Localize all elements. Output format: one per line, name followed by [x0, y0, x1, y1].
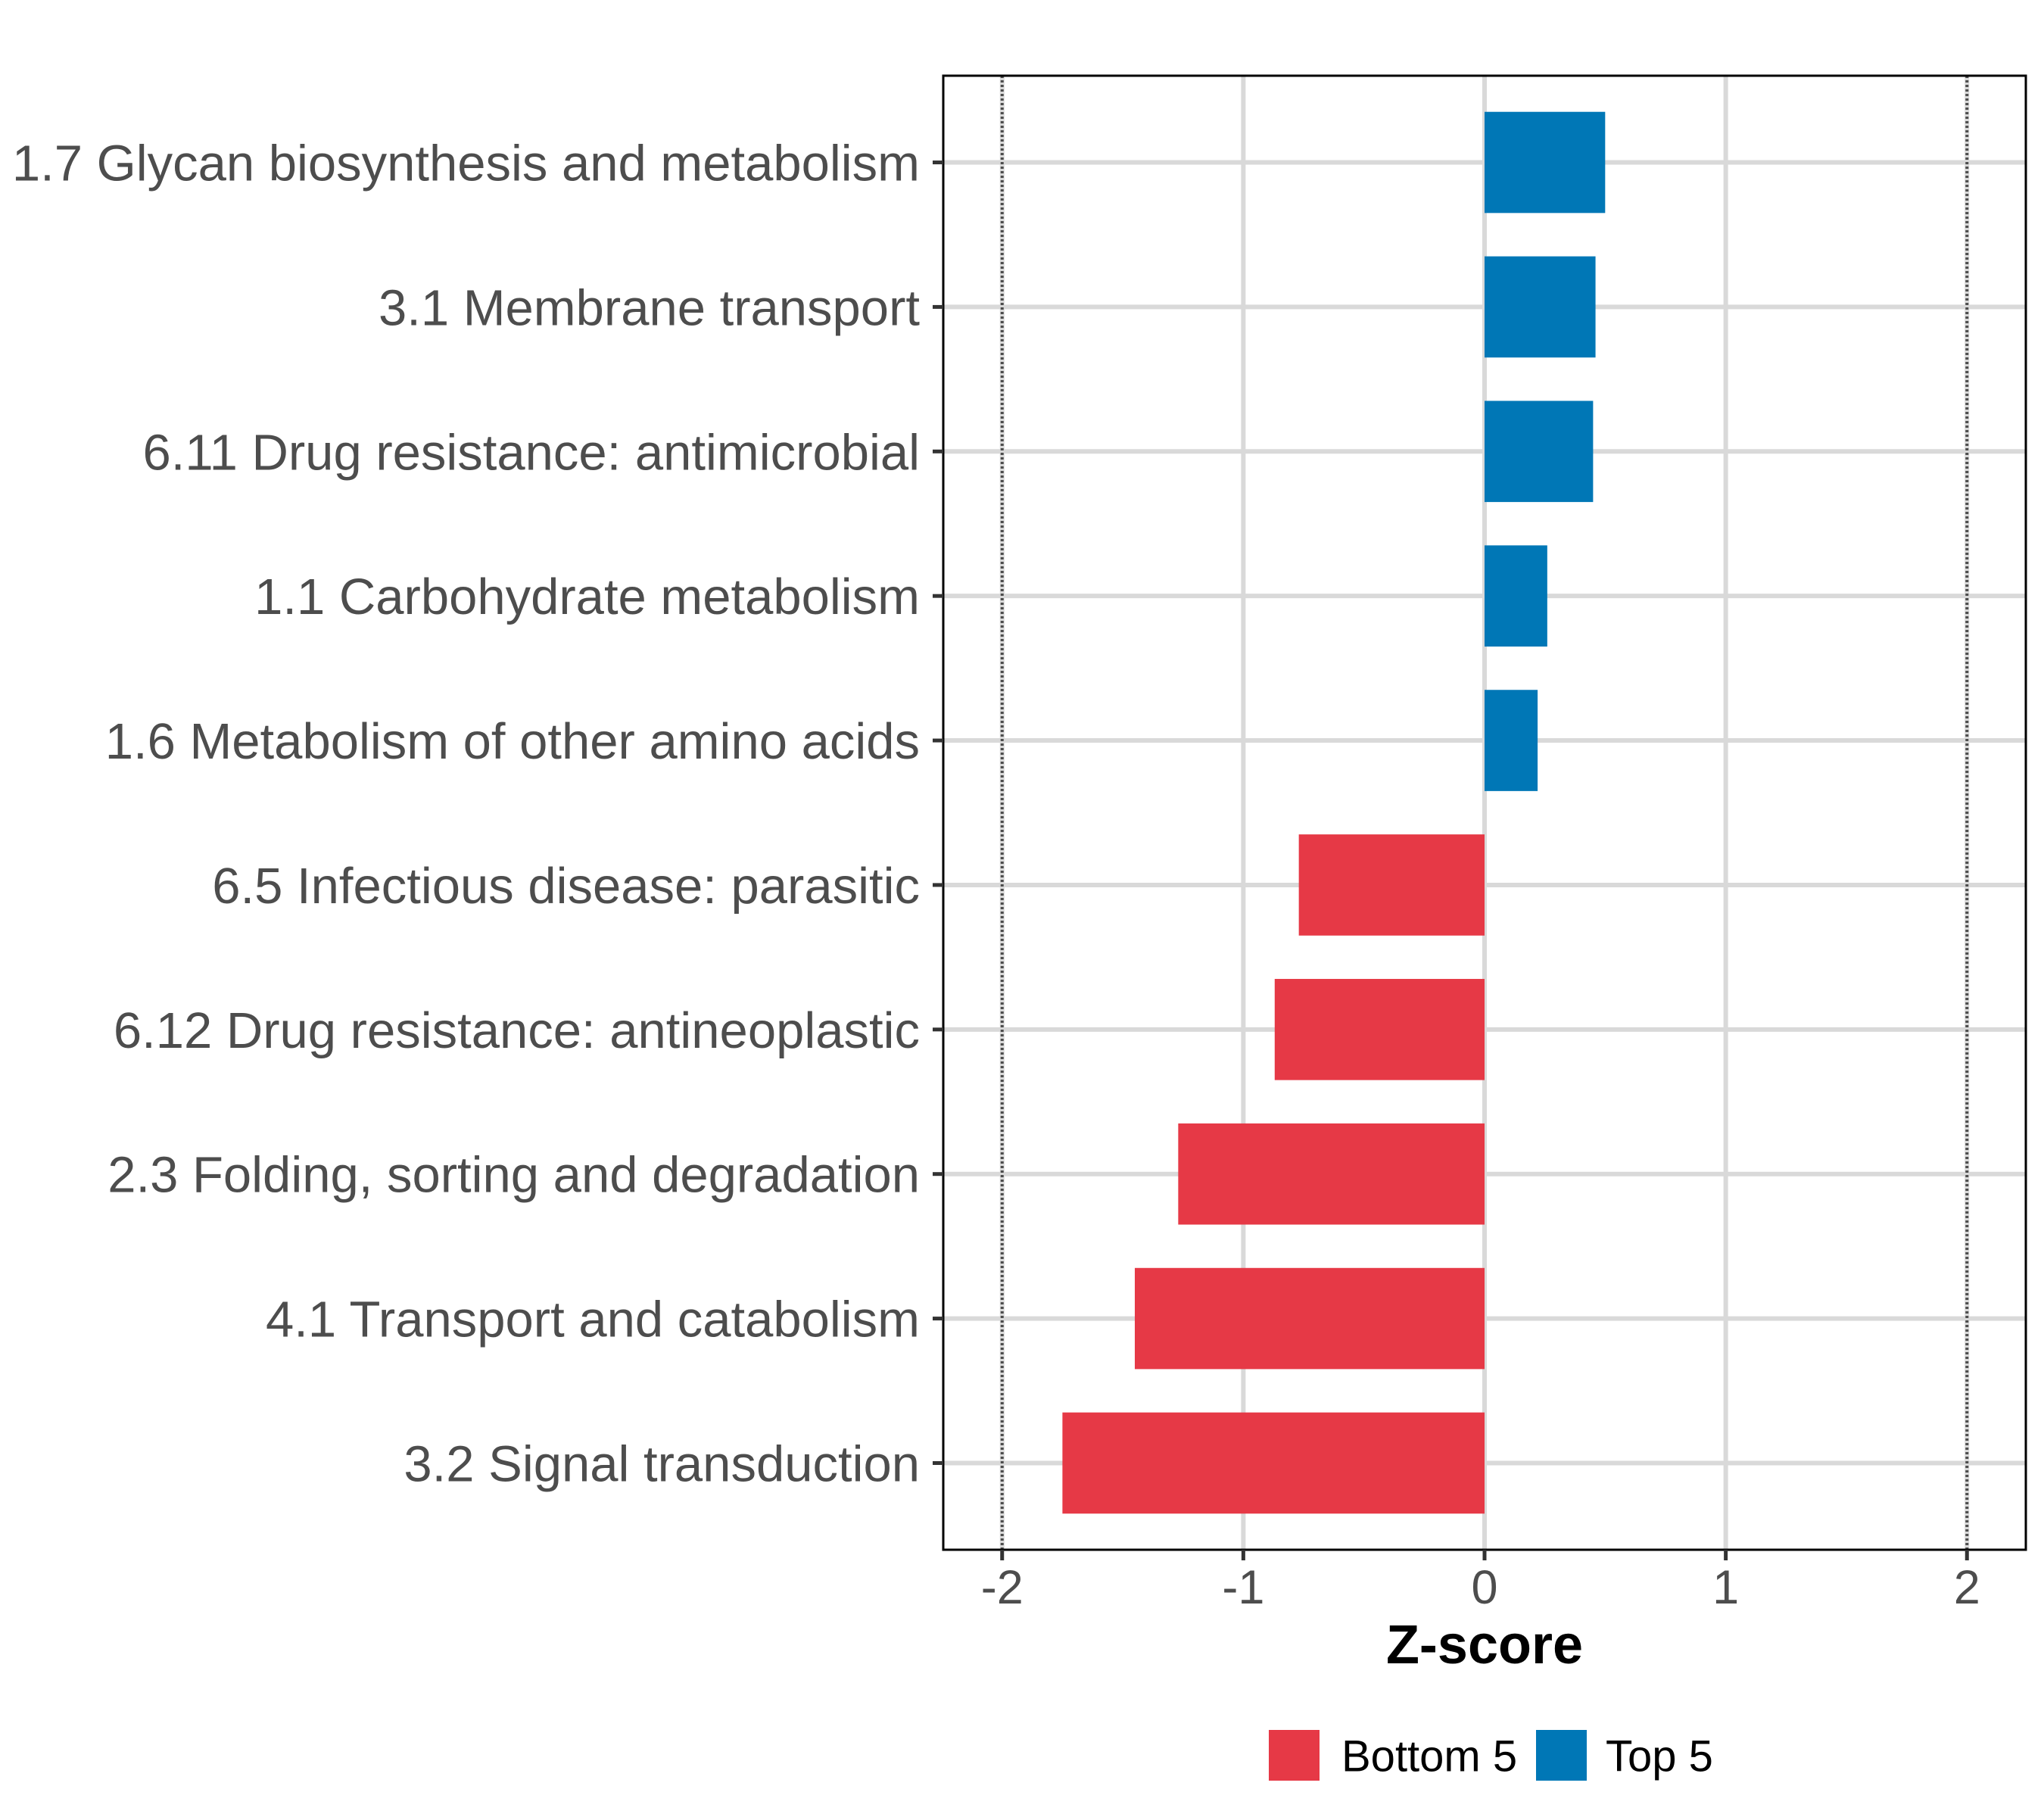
bar	[1062, 1412, 1485, 1514]
bar	[1485, 400, 1594, 503]
bar	[1134, 1267, 1485, 1370]
bar	[1485, 545, 1547, 647]
legend: Bottom 5 Top 5	[1269, 1730, 1713, 1781]
legend-key-top-5	[1536, 1730, 1587, 1781]
y-tick-label: 1.1 Carbohydrate metabolism	[254, 569, 920, 625]
x-tick-label: 0	[1471, 1561, 1497, 1614]
y-axis: 1.7 Glycan biosynthesis and metabolism 3.…	[12, 136, 943, 1492]
x-tick-label: -2	[981, 1561, 1024, 1614]
bars	[1062, 111, 1606, 1514]
y-tick-label: 4.1 Transport and catabolism	[266, 1292, 920, 1348]
bar	[1274, 979, 1485, 1080]
legend-label: Top 5	[1606, 1732, 1713, 1781]
x-axis-title: Z-score	[1386, 1615, 1583, 1675]
y-tick-label: 6.11 Drug resistance: antimicrobial	[142, 424, 920, 481]
x-tick-label: 2	[1954, 1561, 1980, 1614]
y-tick-label: 6.5 Infectious disease: parasitic	[212, 858, 920, 915]
y-tick-label: 3.1 Membrane transport	[379, 279, 920, 336]
x-axis: -2 -1 0 1 2	[981, 1550, 1980, 1614]
x-tick-label: -1	[1222, 1561, 1264, 1614]
bar	[1485, 690, 1538, 791]
legend-label: Bottom 5	[1341, 1732, 1517, 1781]
x-tick-label: 1	[1712, 1561, 1739, 1614]
y-tick-label: 3.2 Signal transduction	[404, 1435, 920, 1492]
y-tick-label: 1.7 Glycan biosynthesis and metabolism	[12, 136, 920, 192]
y-tick-label: 6.12 Drug resistance: antineoplastic	[114, 1002, 920, 1059]
bar	[1485, 111, 1606, 213]
bar	[1178, 1123, 1485, 1225]
y-tick-label: 1.6 Metabolism of other amino acids	[105, 713, 920, 770]
reference-lines	[1000, 76, 1969, 1550]
bar	[1485, 256, 1596, 358]
y-tick-label: 2.3 Folding, sorting and degradation	[107, 1147, 920, 1204]
legend-key-bottom-5	[1269, 1730, 1320, 1781]
bar	[1298, 834, 1485, 936]
